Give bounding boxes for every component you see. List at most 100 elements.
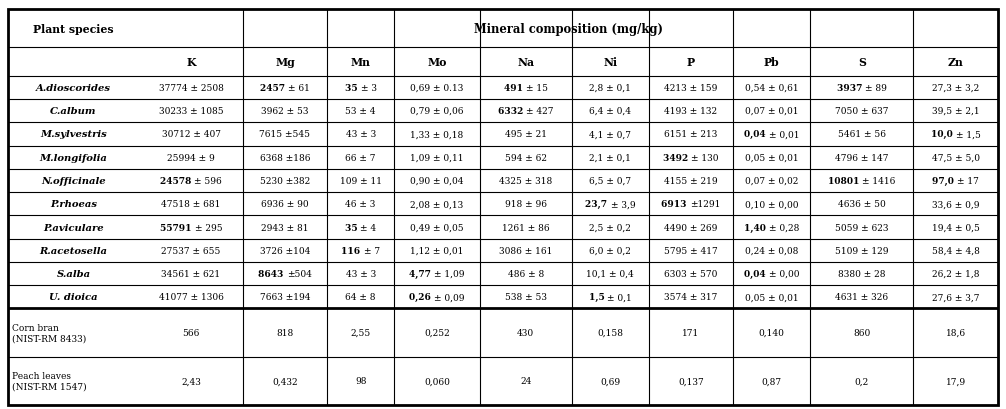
Text: 4796 ± 147: 4796 ± 147 bbox=[835, 153, 888, 162]
Text: 0,69 ± 0.13: 0,69 ± 0.13 bbox=[410, 84, 464, 93]
Text: U. dioica: U. dioica bbox=[49, 292, 98, 301]
Text: 0,07 ± 0,02: 0,07 ± 0,02 bbox=[744, 177, 799, 186]
Text: S.alba: S.alba bbox=[56, 270, 91, 279]
Text: 1261 ± 86: 1261 ± 86 bbox=[502, 223, 549, 232]
Text: 3937: 3937 bbox=[837, 84, 865, 93]
Text: 98: 98 bbox=[355, 376, 366, 385]
Text: 0,432: 0,432 bbox=[273, 376, 298, 385]
Text: Ni: Ni bbox=[604, 57, 618, 68]
Text: P.rhoeas: P.rhoeas bbox=[50, 200, 98, 209]
Text: 0,69: 0,69 bbox=[601, 376, 621, 385]
Text: 1,09 ± 0,11: 1,09 ± 0,11 bbox=[410, 153, 464, 162]
Text: Corn bran
(NIST-RM 8433): Corn bran (NIST-RM 8433) bbox=[12, 323, 87, 342]
Text: 43 ± 3: 43 ± 3 bbox=[345, 270, 376, 279]
Text: ± 17: ± 17 bbox=[958, 177, 979, 186]
Text: 47518 ± 681: 47518 ± 681 bbox=[161, 200, 220, 209]
Text: 0,05 ± 0,01: 0,05 ± 0,01 bbox=[744, 153, 799, 162]
Text: 97,0: 97,0 bbox=[933, 177, 958, 186]
Text: 35: 35 bbox=[345, 84, 360, 93]
Text: P: P bbox=[687, 57, 695, 68]
Text: 495 ± 21: 495 ± 21 bbox=[505, 130, 547, 139]
Text: ± 7: ± 7 bbox=[364, 246, 380, 255]
Text: 6332: 6332 bbox=[498, 107, 526, 116]
Text: 538 ± 53: 538 ± 53 bbox=[505, 292, 547, 301]
Text: 0,24 ± 0,08: 0,24 ± 0,08 bbox=[744, 246, 799, 255]
Text: 116: 116 bbox=[341, 246, 364, 255]
Text: 30712 ± 407: 30712 ± 407 bbox=[162, 130, 220, 139]
Text: 2,5 ± 0,2: 2,5 ± 0,2 bbox=[590, 223, 632, 232]
Text: 8643: 8643 bbox=[259, 270, 287, 279]
Text: 24: 24 bbox=[520, 376, 531, 385]
Text: 43 ± 3: 43 ± 3 bbox=[345, 130, 376, 139]
Text: ± 1416: ± 1416 bbox=[862, 177, 895, 186]
Text: 34561 ± 621: 34561 ± 621 bbox=[161, 270, 220, 279]
Text: M.longifolia: M.longifolia bbox=[39, 153, 108, 162]
Text: 430: 430 bbox=[517, 328, 534, 337]
Text: 3962 ± 53: 3962 ± 53 bbox=[262, 107, 309, 116]
Text: 5059 ± 623: 5059 ± 623 bbox=[835, 223, 888, 232]
Text: 39,5 ± 2,1: 39,5 ± 2,1 bbox=[932, 107, 980, 116]
Text: ± 295: ± 295 bbox=[194, 223, 222, 232]
Text: 594 ± 62: 594 ± 62 bbox=[505, 153, 547, 162]
Text: 23,7: 23,7 bbox=[585, 200, 611, 209]
Text: 1,40: 1,40 bbox=[743, 223, 769, 232]
Text: 64 ± 8: 64 ± 8 bbox=[345, 292, 376, 301]
Text: 7615 ±545: 7615 ±545 bbox=[260, 130, 311, 139]
Text: 25994 ± 9: 25994 ± 9 bbox=[167, 153, 215, 162]
Text: 6,4 ± 0,4: 6,4 ± 0,4 bbox=[590, 107, 632, 116]
Text: 3574 ± 317: 3574 ± 317 bbox=[664, 292, 717, 301]
Text: 47,5 ± 5,0: 47,5 ± 5,0 bbox=[932, 153, 980, 162]
Text: Mo: Mo bbox=[428, 57, 447, 68]
Text: ±1291: ±1291 bbox=[690, 200, 720, 209]
Text: 4193 ± 132: 4193 ± 132 bbox=[664, 107, 717, 116]
Text: 818: 818 bbox=[277, 328, 294, 337]
Text: 1,5: 1,5 bbox=[589, 292, 608, 301]
Text: 4,1 ± 0,7: 4,1 ± 0,7 bbox=[590, 130, 632, 139]
Text: 58,4 ± 4,8: 58,4 ± 4,8 bbox=[932, 246, 980, 255]
Text: ± 0,00: ± 0,00 bbox=[769, 270, 799, 279]
Text: ± 0,1: ± 0,1 bbox=[608, 292, 632, 301]
Text: 0,140: 0,140 bbox=[759, 328, 785, 337]
Text: 10,1 ± 0,4: 10,1 ± 0,4 bbox=[586, 270, 634, 279]
Text: ± 1,5: ± 1,5 bbox=[956, 130, 981, 139]
Text: 4,77: 4,77 bbox=[409, 270, 434, 279]
Text: 860: 860 bbox=[853, 328, 870, 337]
Text: 6368 ±186: 6368 ±186 bbox=[260, 153, 310, 162]
Text: Plant species: Plant species bbox=[33, 24, 114, 35]
Text: 4155 ± 219: 4155 ± 219 bbox=[664, 177, 718, 186]
Text: 4631 ± 326: 4631 ± 326 bbox=[835, 292, 888, 301]
Text: 4490 ± 269: 4490 ± 269 bbox=[664, 223, 717, 232]
Text: 109 ± 11: 109 ± 11 bbox=[340, 177, 381, 186]
Text: Peach leaves
(NIST-RM 1547): Peach leaves (NIST-RM 1547) bbox=[12, 371, 87, 391]
Text: 1,33 ± 0,18: 1,33 ± 0,18 bbox=[410, 130, 464, 139]
Text: 10801: 10801 bbox=[828, 177, 862, 186]
Text: 0,54 ± 0,61: 0,54 ± 0,61 bbox=[744, 84, 799, 93]
Text: 491: 491 bbox=[504, 84, 526, 93]
Text: ± 61: ± 61 bbox=[288, 84, 310, 93]
Text: ±504: ±504 bbox=[287, 270, 312, 279]
Text: ± 15: ± 15 bbox=[526, 84, 548, 93]
Text: ± 3,9: ± 3,9 bbox=[611, 200, 635, 209]
Text: 46 ± 3: 46 ± 3 bbox=[345, 200, 376, 209]
Text: 6913: 6913 bbox=[662, 200, 690, 209]
Text: 4325 ± 318: 4325 ± 318 bbox=[499, 177, 552, 186]
Text: Mg: Mg bbox=[275, 57, 295, 68]
Text: 918 ± 96: 918 ± 96 bbox=[505, 200, 547, 209]
Text: 35: 35 bbox=[345, 223, 360, 232]
Text: 0,158: 0,158 bbox=[598, 328, 624, 337]
Text: ± 427: ± 427 bbox=[526, 107, 553, 116]
Text: 2457: 2457 bbox=[260, 84, 288, 93]
Text: 1,12 ± 0,01: 1,12 ± 0,01 bbox=[410, 246, 464, 255]
Text: 37774 ± 2508: 37774 ± 2508 bbox=[159, 84, 223, 93]
Text: Zn: Zn bbox=[948, 57, 964, 68]
Text: 27537 ± 655: 27537 ± 655 bbox=[161, 246, 220, 255]
Text: 27,6 ± 3,7: 27,6 ± 3,7 bbox=[932, 292, 980, 301]
Text: 55791: 55791 bbox=[160, 223, 194, 232]
Text: 0,26: 0,26 bbox=[409, 292, 434, 301]
Text: 0,04: 0,04 bbox=[744, 270, 769, 279]
Text: 27,3 ± 3,2: 27,3 ± 3,2 bbox=[933, 84, 979, 93]
Text: 0,2: 0,2 bbox=[854, 376, 869, 385]
Text: ± 596: ± 596 bbox=[194, 177, 222, 186]
Text: 10,0: 10,0 bbox=[931, 130, 956, 139]
Text: 5461 ± 56: 5461 ± 56 bbox=[838, 130, 885, 139]
